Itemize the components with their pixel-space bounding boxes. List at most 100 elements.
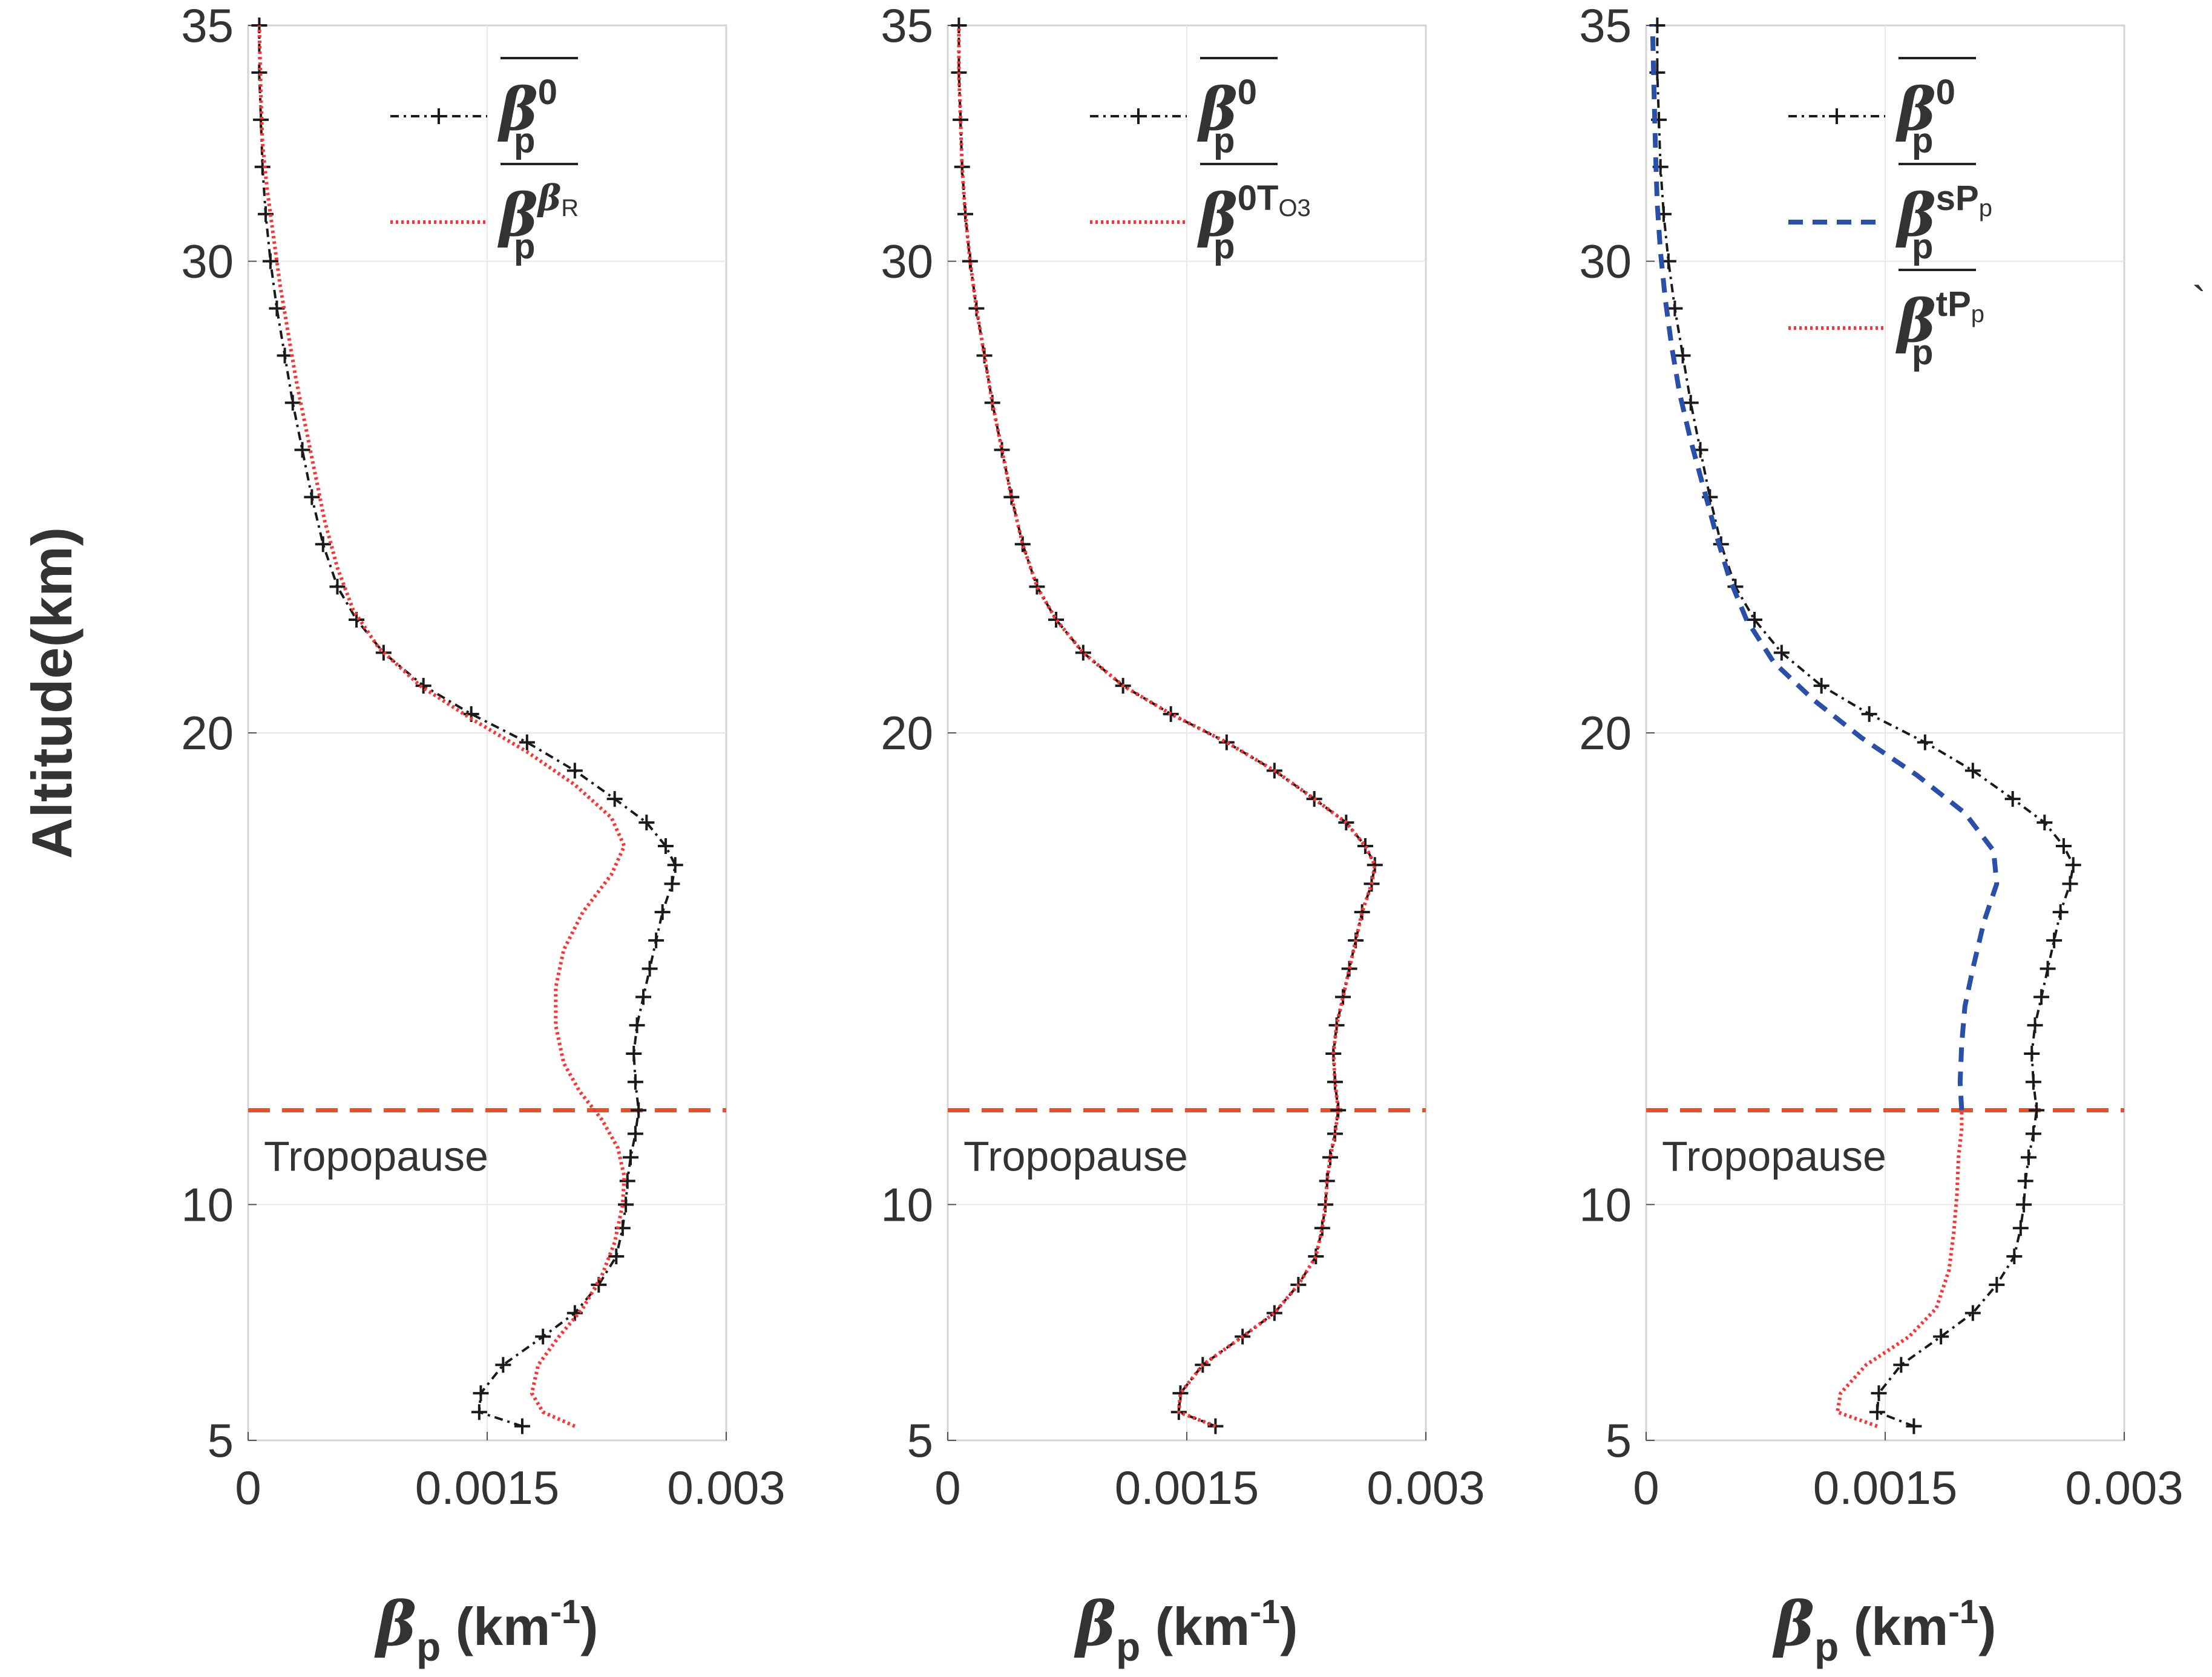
series-point [2006,1249,2023,1265]
x-tick-label: 0 [1633,1461,1659,1514]
y-tick-label: 20 [1579,706,1632,760]
x-tick-label: 0.003 [667,1461,785,1514]
series-point [1773,645,1790,661]
series-point [1989,1276,2005,1293]
panel-middle: 5 10 20 30 35 0 0.0015 0.003 βp (km-1) Tropopause… [881,0,1485,1669]
series-line [258,25,677,1428]
series-point [519,734,535,750]
series-point [1029,579,1045,595]
x-tick-label: 0.0015 [415,1461,560,1514]
tropopause-label: Tropopause [963,1132,1188,1180]
series-point [2052,904,2069,921]
y-axis-label: Altitude(km) [20,527,84,859]
series-point [2016,1196,2032,1213]
series-point [1675,347,1691,364]
series-point [257,206,274,222]
series-point [953,111,969,128]
series-point [994,442,1010,458]
series-point [629,1017,645,1034]
series-point [619,1173,635,1189]
series-point [2017,1173,2033,1189]
series-point [277,347,293,364]
legend-entry-subscript: p [514,121,535,160]
series-point [635,989,652,1005]
series-point [329,579,346,595]
series-point [269,300,285,317]
series-point [1327,1074,1343,1090]
series-point [262,253,278,269]
series-point [415,678,432,694]
series-point [514,1418,530,1434]
y-tick-label: 35 [181,0,234,52]
x-tick-label: 0.003 [1367,1461,1485,1514]
series-point [2004,791,2021,807]
y-tick-label: 20 [881,706,933,760]
series-point [2021,1149,2036,1166]
y-tick-label: 10 [1579,1178,1632,1231]
series-point [2012,1220,2029,1236]
series-point [254,159,271,175]
legend-marker [1131,108,1146,124]
series-point [495,1357,511,1373]
series-point [1075,645,1091,661]
series-point [2033,989,2050,1005]
series-point [962,253,978,269]
x-tick-label: 0.0015 [1115,1461,1259,1514]
series-point [654,904,671,921]
series-point [2055,838,2072,855]
series-point [631,1102,647,1118]
series-point [2024,1045,2040,1062]
series-point [648,932,665,948]
series-point [1014,536,1031,553]
legend-entry-subscript: p [1912,333,1933,372]
y-tick-label: 30 [1579,235,1632,288]
legend-entry: β0 [1197,73,1257,143]
series-point [294,442,310,458]
legend-entry: βtPp [1895,284,1984,355]
series-point [1747,611,1763,628]
tropopause-label: Tropopause [264,1132,488,1180]
y-tick-label: 10 [881,1178,933,1231]
x-tick-label: 0.003 [2065,1461,2183,1514]
series-point [2027,1017,2043,1034]
series-line [257,25,626,1428]
series-point [1003,489,1020,505]
series-point [1964,1305,1981,1321]
series-point [608,1249,625,1265]
series-point [1861,706,1877,722]
series-point [1266,1305,1282,1321]
series-point [2036,815,2053,831]
series-point [2062,876,2078,892]
series-point [1354,904,1370,921]
series-point [1367,857,1383,873]
series-point [1906,1418,1922,1434]
series-point [471,1404,487,1420]
series-point [1649,18,1666,33]
panel-left: 5 10 20 30 35 0 0.0015 0.003 βp (km-1) Tropopause… [181,0,785,1669]
series-point [535,1328,551,1345]
series-point [1048,611,1065,628]
series-point [2025,1074,2041,1090]
series-point [1933,1328,1949,1345]
y-tick-label: 5 [208,1414,234,1467]
series-point [1319,1173,1335,1189]
y-tick-label: 20 [181,706,234,760]
legend-marker [1829,108,1845,124]
y-tick-label: 10 [181,1178,234,1231]
series-point [1172,1385,1189,1402]
series-point [1330,1102,1347,1118]
series-point [1314,1220,1330,1236]
series-point [304,489,320,505]
series-point [1871,1385,1887,1402]
series-point [1964,763,1981,779]
stray-mark: ` [2192,278,2206,325]
series-point [657,838,674,855]
legend-entry: β0 [497,73,557,143]
series-line [1650,25,2000,1111]
y-tick-label: 30 [181,235,234,288]
series-point [627,1126,643,1142]
series-point [2046,932,2063,948]
legend-entry-subscript: p [1213,227,1235,266]
tropopause-label: Tropopause [1662,1132,1886,1180]
